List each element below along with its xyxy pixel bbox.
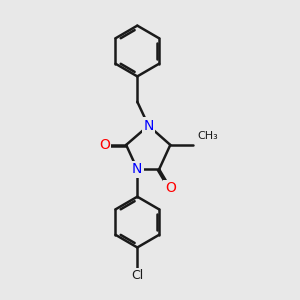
Text: CH₃: CH₃ [197, 131, 218, 141]
Text: Cl: Cl [131, 269, 143, 282]
Text: O: O [165, 181, 176, 195]
Text: N: N [143, 118, 154, 133]
Text: N: N [132, 162, 142, 176]
Text: O: O [99, 138, 110, 152]
